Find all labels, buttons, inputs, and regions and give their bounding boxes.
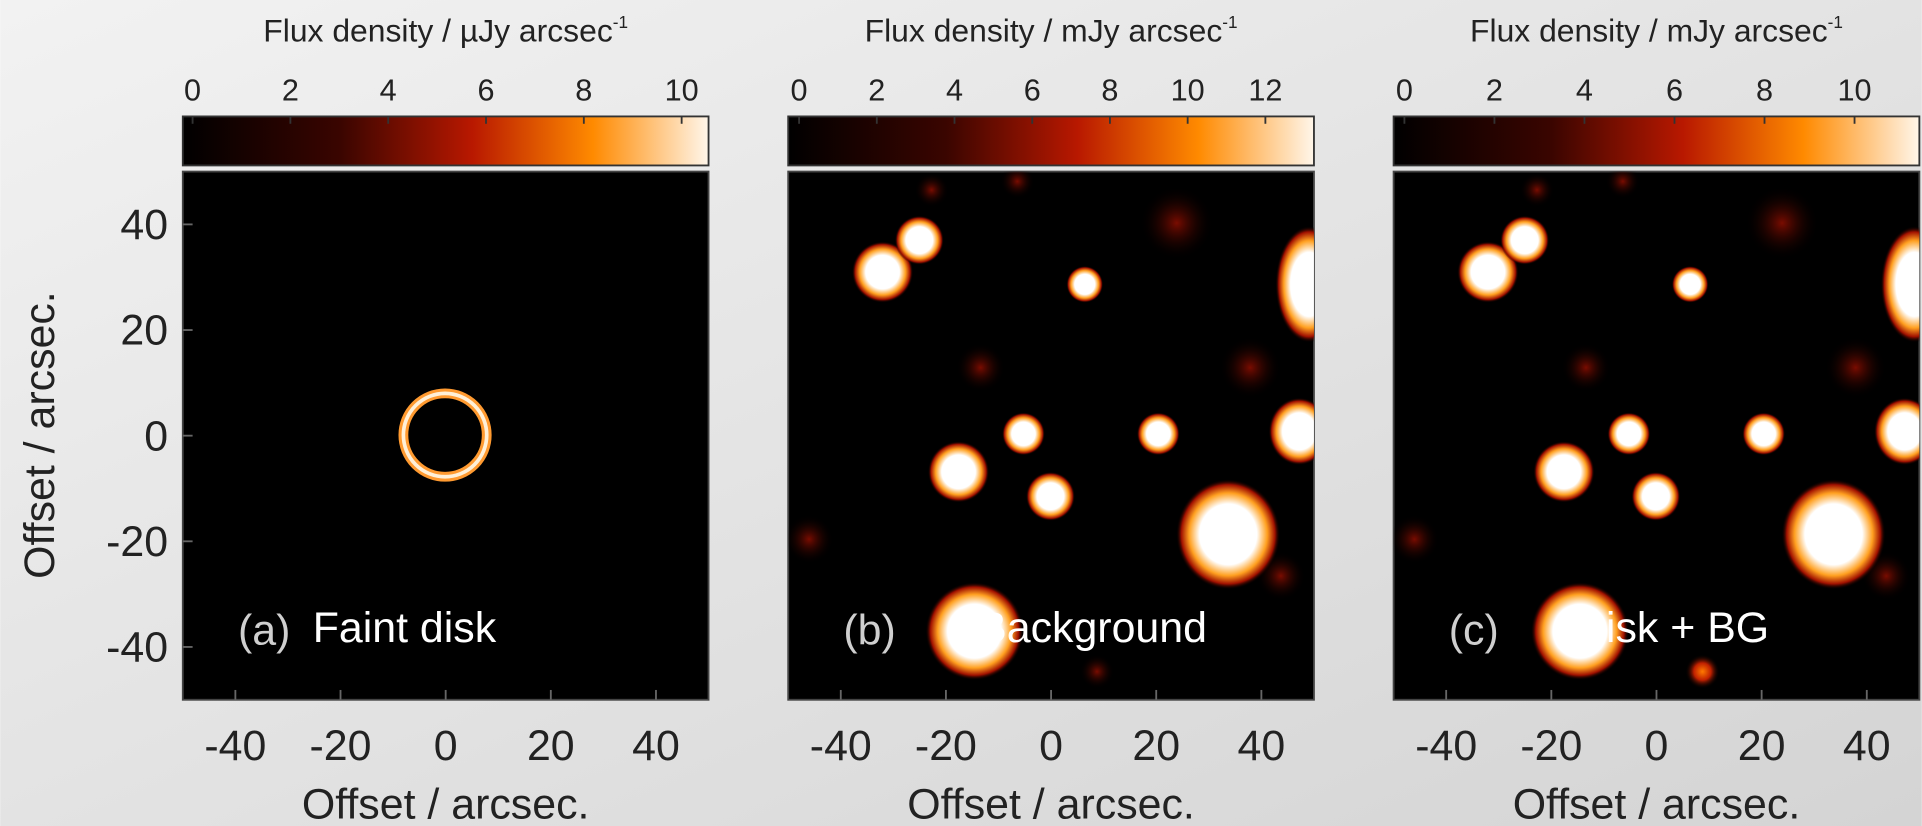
panel-tag: (a) <box>238 607 290 655</box>
y-axis-label: Offset / arcsec. <box>16 291 64 579</box>
source <box>928 441 989 502</box>
source <box>1137 412 1180 455</box>
x-axis-label: Offset / arcsec. <box>302 781 590 826</box>
colorbar-label-text: Flux density / mJy arcsec <box>1470 13 1828 49</box>
faint-source <box>1825 337 1886 398</box>
source <box>1672 266 1709 303</box>
source <box>1607 412 1650 455</box>
faint-source <box>785 515 834 564</box>
colorbar <box>1394 116 1920 165</box>
colorbar-tick-label: 10 <box>665 73 699 107</box>
source <box>1176 479 1280 589</box>
colorbar-tick-label: 0 <box>184 73 201 107</box>
colorbar-tick-label: 8 <box>1101 73 1118 107</box>
faint-source <box>1745 186 1819 260</box>
colorbar-tick-label: 4 <box>380 73 397 107</box>
colorbar-tick-label: 8 <box>575 73 592 107</box>
y-tick-label: 40 <box>120 201 168 249</box>
panel-tag: (b) <box>843 607 895 655</box>
x-tick-label: 20 <box>1738 722 1786 770</box>
panel-caption: Background <box>978 604 1207 652</box>
colorbar-tick-label: 10 <box>1171 73 1205 107</box>
faint-source <box>914 173 948 207</box>
source <box>1781 479 1885 589</box>
colorbar-tick-label: 2 <box>1486 73 1503 107</box>
x-axis-label: Offset / arcsec. <box>1513 781 1801 826</box>
x-tick-label: -40 <box>204 722 266 770</box>
panel-tag: (c) <box>1449 607 1499 655</box>
x-axis-label: Offset / arcsec. <box>907 781 1195 826</box>
x-tick-label: 0 <box>434 722 458 770</box>
x-tick-label: -20 <box>915 722 977 770</box>
x-tick-label: 0 <box>1039 722 1063 770</box>
colorbar-tick-label: 6 <box>477 73 494 107</box>
x-tick-label: -40 <box>1415 722 1477 770</box>
panel-caption: Faint disk <box>313 604 497 652</box>
source <box>1002 412 1045 455</box>
faint-source <box>1080 654 1114 688</box>
faint-source <box>1390 515 1439 564</box>
x-tick-label: 40 <box>632 722 680 770</box>
colorbar-label: Flux density / µJy arcsec-1 <box>263 12 628 48</box>
faint-source <box>956 343 1005 392</box>
source <box>895 216 944 265</box>
colorbar <box>183 116 709 165</box>
x-tick-label: -20 <box>310 722 372 770</box>
faint-source <box>1140 186 1214 260</box>
colorbar-tick-label: 4 <box>946 73 963 107</box>
source <box>1066 266 1103 303</box>
faint-source <box>1685 654 1719 688</box>
faint-source <box>1220 337 1281 398</box>
colorbar-tick-label: 2 <box>282 73 299 107</box>
y-tick-label: 0 <box>144 412 168 460</box>
x-tick-label: -40 <box>810 722 872 770</box>
colorbar-label-text: Flux density / mJy arcsec <box>865 13 1223 49</box>
colorbar-label-sup: -1 <box>1828 12 1843 32</box>
x-tick-label: -20 <box>1520 722 1582 770</box>
colorbar-tick-label: 2 <box>868 73 885 107</box>
colorbar-tick-label: 4 <box>1576 73 1593 107</box>
source <box>1500 216 1549 265</box>
faint-source <box>1562 343 1611 392</box>
colorbar-tick-label: 10 <box>1837 73 1871 107</box>
colorbar-label-sup: -1 <box>613 12 628 32</box>
y-tick-label: 20 <box>120 307 168 355</box>
x-tick-label: 0 <box>1645 722 1669 770</box>
colorbar-label: Flux density / mJy arcsec-1 <box>865 12 1238 48</box>
colorbar-tick-label: 6 <box>1024 73 1041 107</box>
colorbar-label-sup: -1 <box>1222 12 1237 32</box>
colorbar-tick-label: 12 <box>1248 73 1282 107</box>
faint-source <box>1520 173 1554 207</box>
figure: Flux density / µJy arcsec-10246810-40-20… <box>0 0 1922 826</box>
colorbar <box>788 116 1314 165</box>
x-tick-label: 40 <box>1238 722 1286 770</box>
colorbar-tick-label: 0 <box>1396 73 1413 107</box>
x-tick-label: 40 <box>1843 722 1891 770</box>
source <box>1742 412 1785 455</box>
x-tick-label: 20 <box>1132 722 1180 770</box>
colorbar-label-text: Flux density / µJy arcsec <box>263 13 613 49</box>
source <box>1533 441 1594 502</box>
y-tick-label: -40 <box>106 624 168 672</box>
colorbar-tick-label: 0 <box>791 73 808 107</box>
panel-caption: Disk + BG <box>1575 604 1769 652</box>
source <box>1631 472 1680 521</box>
x-tick-label: 20 <box>527 722 575 770</box>
colorbar-label: Flux density / mJy arcsec-1 <box>1470 12 1843 48</box>
y-tick-label: -20 <box>106 518 168 566</box>
colorbar-tick-label: 8 <box>1756 73 1773 107</box>
colorbar-tick-label: 6 <box>1666 73 1683 107</box>
source <box>1026 472 1075 521</box>
page: Flux density / µJy arcsec-10246810-40-20… <box>0 0 1922 826</box>
